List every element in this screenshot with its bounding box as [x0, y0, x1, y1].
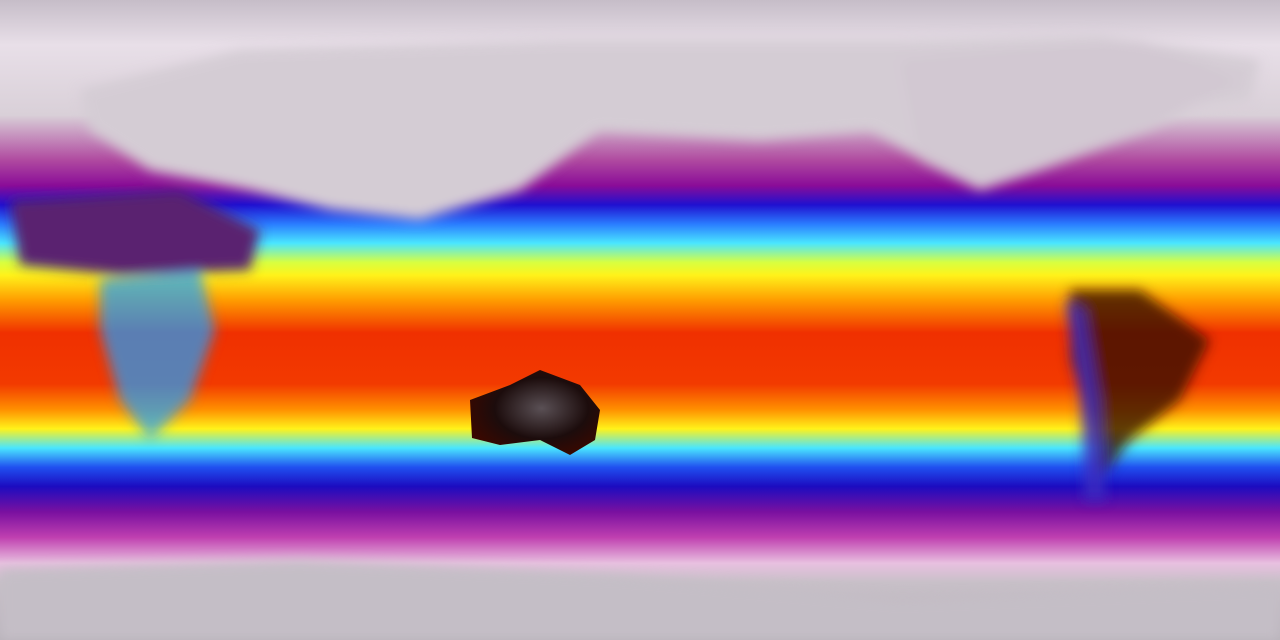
sahara-warm-land — [10, 190, 260, 275]
north-america-cold-land — [900, 40, 1240, 190]
australia-land — [470, 370, 600, 455]
africa-land — [100, 270, 215, 440]
andes-cold-strip — [1065, 300, 1105, 500]
antarctica-land — [0, 560, 1280, 640]
south-america-land — [1070, 290, 1210, 480]
